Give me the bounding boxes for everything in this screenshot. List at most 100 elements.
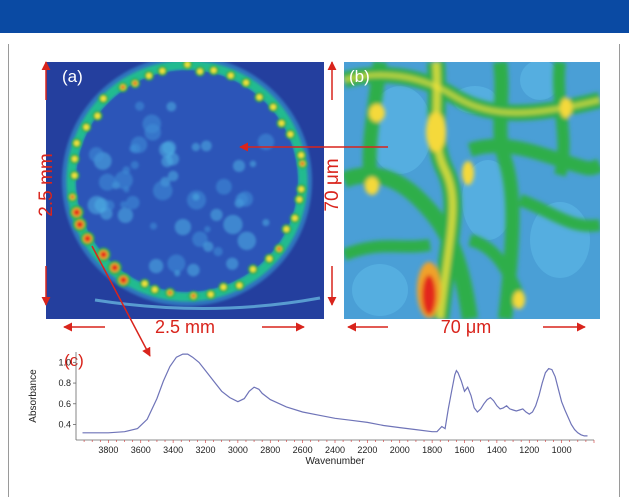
map-hotspot-core: [250, 266, 256, 273]
map-texture: [200, 140, 212, 152]
map-texture: [192, 193, 200, 201]
cell-region: [352, 264, 408, 316]
map-hotspot-core: [227, 72, 234, 79]
map-hotspot-peak: [111, 264, 118, 271]
x-tick-label: 2400: [325, 445, 345, 455]
map-texture: [152, 180, 173, 201]
map-texture: [166, 101, 177, 112]
map-hotspot-core: [236, 282, 243, 289]
x-tick-label: 1200: [519, 445, 539, 455]
map-texture: [103, 200, 115, 211]
map-hotspot-peak: [300, 162, 305, 166]
map-hotspot-peak: [168, 291, 172, 295]
x-tick-label: 1000: [552, 445, 572, 455]
map-texture: [174, 270, 181, 277]
map-texture: [226, 257, 239, 270]
map-texture: [257, 133, 275, 151]
map-hotspot-core: [283, 226, 290, 232]
map-texture: [167, 170, 179, 182]
map-hotspot-core: [151, 286, 158, 293]
y-tick-label: 0.8: [58, 378, 71, 388]
map-hotspot-core: [184, 62, 191, 68]
map-texture: [215, 178, 232, 195]
x-tick-label: 1600: [454, 445, 474, 455]
panel-b-label: (b): [349, 67, 370, 86]
map-hotspot-peak: [73, 209, 80, 216]
panel-b-map: [344, 62, 600, 319]
cell-region: [368, 86, 432, 174]
map-texture: [174, 218, 192, 236]
y-tick-label: 1.0: [58, 357, 71, 367]
a-height-label: 2.5 mm: [36, 153, 57, 216]
spectrum-source-arrow: [91, 245, 151, 357]
x-axis-label: Wavenumber: [305, 456, 365, 467]
y-axis-label: Absorbance: [28, 369, 39, 423]
map-hotspot-peak: [277, 247, 281, 251]
map-hotspot-core: [71, 172, 78, 179]
map-texture: [129, 144, 137, 153]
map-hotspot-core: [256, 94, 263, 100]
map-texture: [120, 201, 128, 209]
map-texture: [88, 147, 104, 163]
spectrum-chart: 0.4 0.6 0.8 1.0 3800 3600 3400 3200 3000 2800 260…: [28, 352, 595, 467]
map-hotspot-core: [207, 291, 214, 298]
map-hotspot-peak: [120, 277, 127, 283]
y-tick-label: 0.4: [58, 419, 71, 429]
map-hotspot-peak: [70, 195, 75, 199]
panel-a-map: [46, 62, 324, 319]
map-texture: [126, 195, 140, 210]
map-texture: [191, 142, 201, 152]
x-tick-label: 3200: [195, 445, 215, 455]
map-hotspot-core: [292, 215, 298, 221]
map-hotspot-core: [73, 140, 80, 146]
map-texture: [98, 173, 116, 191]
map-hotspot-core: [270, 104, 277, 110]
map-texture: [262, 218, 270, 227]
map-hotspot-peak: [121, 85, 125, 89]
map-texture: [144, 124, 162, 141]
map-hotspot-core: [287, 131, 294, 138]
x-tick-label: 3600: [131, 445, 151, 455]
map-hotspot-core: [94, 113, 101, 119]
x-tick-label: 2200: [357, 445, 377, 455]
map-texture: [87, 195, 106, 215]
map-hotspot-peak: [77, 221, 83, 228]
map-hotspot-core: [197, 68, 203, 75]
map-texture: [117, 207, 134, 223]
map-hotspot-core: [220, 284, 227, 290]
map-hotspot-core: [83, 124, 90, 130]
map-texture: [149, 222, 158, 230]
cell-region: [462, 160, 514, 240]
map-texture: [148, 258, 164, 274]
map-texture: [130, 161, 139, 170]
y-tick-label: 0.6: [58, 399, 71, 409]
map-texture: [159, 141, 175, 158]
map-hotspot-core: [296, 196, 303, 203]
b-width-label: 70 μm: [441, 317, 491, 337]
map-texture: [135, 101, 145, 111]
map-hotspot-peak: [191, 294, 196, 298]
map-hotspot-core: [141, 280, 148, 287]
map-hotspot-core: [159, 68, 166, 74]
map-texture: [249, 160, 257, 168]
b-height-label: 70 μm: [322, 158, 343, 211]
map-texture: [213, 246, 223, 257]
map-texture: [114, 170, 133, 190]
map-hotspot-core: [243, 79, 249, 86]
x-tick-label: 3000: [228, 445, 248, 455]
x-tick-label: 3800: [98, 445, 118, 455]
map-texture: [232, 159, 246, 173]
map-texture: [223, 214, 243, 235]
map-texture: [235, 193, 248, 206]
map-hotspot-peak: [133, 81, 137, 85]
map-texture: [237, 231, 257, 251]
map-hotspot-core: [210, 67, 217, 74]
map-texture: [167, 254, 186, 273]
figure-frame: [8, 44, 620, 497]
panel-a-label: (a): [62, 67, 83, 86]
panel-c-label: (c): [64, 351, 84, 370]
map-hotspot-core: [266, 255, 273, 262]
map-hotspot-peak: [100, 251, 107, 258]
map-texture: [161, 155, 173, 168]
